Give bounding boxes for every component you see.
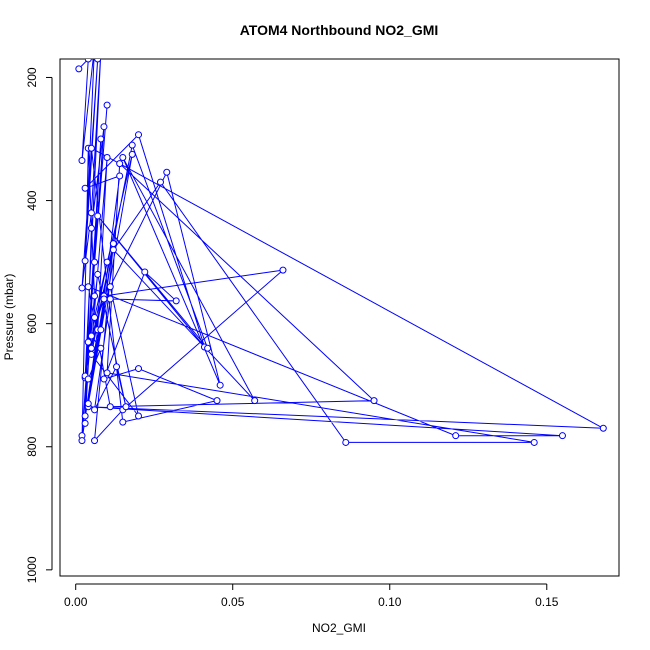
data-point bbox=[135, 365, 143, 373]
data-point bbox=[87, 350, 95, 358]
data-point bbox=[81, 257, 89, 265]
data-point bbox=[81, 419, 89, 427]
data-point bbox=[103, 369, 111, 377]
data-point bbox=[135, 131, 143, 139]
data-point bbox=[87, 332, 95, 340]
data-point bbox=[97, 135, 105, 143]
data-point bbox=[122, 403, 130, 411]
data-point bbox=[251, 397, 259, 405]
data-point bbox=[91, 292, 99, 300]
data-point bbox=[97, 326, 105, 334]
chart-title: ATOM4 Northbound NO2_GMI bbox=[240, 22, 439, 38]
y-axis-label: Pressure (mbar) bbox=[2, 274, 16, 361]
data-point bbox=[172, 297, 180, 305]
data-point bbox=[84, 59, 92, 63]
series-line bbox=[78, 59, 604, 443]
x-axis: 0.00 0.05 0.10 0.15 bbox=[64, 583, 559, 609]
data-point bbox=[530, 438, 538, 446]
data-point bbox=[103, 258, 111, 266]
data-point bbox=[216, 381, 224, 389]
data-point bbox=[81, 412, 89, 420]
data-point bbox=[87, 344, 95, 352]
data-point bbox=[84, 338, 92, 346]
x-tick-label: 0.00 bbox=[64, 595, 88, 609]
data-point bbox=[84, 283, 92, 291]
data-point bbox=[558, 432, 566, 440]
y-tick-label: 800 bbox=[25, 436, 39, 456]
data-point bbox=[97, 344, 105, 352]
data-point bbox=[109, 246, 117, 254]
data-point bbox=[91, 258, 99, 266]
data-point bbox=[113, 363, 121, 371]
data-point bbox=[156, 178, 164, 186]
data-point bbox=[213, 397, 221, 405]
data-point bbox=[94, 59, 102, 63]
data-point bbox=[78, 157, 86, 165]
series-layer bbox=[75, 44, 607, 446]
data-point bbox=[370, 397, 378, 405]
x-tick-label: 0.10 bbox=[378, 595, 402, 609]
y-axis: 200 400 600 800 1000 bbox=[25, 67, 53, 583]
data-point bbox=[91, 437, 99, 445]
data-point bbox=[106, 283, 114, 291]
data-point bbox=[204, 344, 212, 352]
data-point bbox=[87, 144, 95, 152]
data-point bbox=[119, 418, 127, 426]
data-point bbox=[87, 209, 95, 217]
data-point bbox=[100, 295, 108, 303]
data-point bbox=[87, 224, 95, 232]
y-tick-label: 200 bbox=[25, 67, 39, 87]
data-point bbox=[78, 284, 86, 292]
data-point bbox=[103, 101, 111, 109]
data-point bbox=[342, 438, 350, 446]
data-point bbox=[94, 270, 102, 278]
data-point bbox=[116, 160, 124, 168]
data-point bbox=[75, 65, 83, 73]
data-point bbox=[91, 314, 99, 321]
data-point bbox=[106, 295, 114, 303]
data-point bbox=[119, 153, 127, 161]
data-point bbox=[103, 153, 111, 161]
data-point bbox=[135, 412, 143, 420]
data-point bbox=[128, 141, 136, 149]
plot-frame bbox=[59, 58, 620, 577]
data-point bbox=[452, 432, 460, 440]
data-point bbox=[116, 172, 124, 180]
data-point bbox=[81, 184, 89, 192]
x-tick-label: 0.05 bbox=[221, 595, 245, 609]
data-point bbox=[599, 424, 607, 432]
data-point bbox=[91, 406, 99, 414]
data-point bbox=[128, 150, 136, 158]
x-tick-label: 0.15 bbox=[535, 595, 559, 609]
data-point bbox=[106, 403, 114, 411]
data-point bbox=[92, 44, 98, 50]
data-point bbox=[141, 268, 149, 276]
data-point bbox=[279, 266, 287, 274]
data-point bbox=[78, 437, 86, 445]
y-tick-label: 1000 bbox=[25, 556, 39, 583]
data-point bbox=[98, 50, 104, 56]
data-point bbox=[109, 240, 117, 248]
data-point bbox=[94, 212, 102, 220]
y-tick-label: 400 bbox=[25, 190, 39, 210]
data-point bbox=[163, 168, 171, 176]
y-tick-label: 600 bbox=[25, 313, 39, 333]
data-point bbox=[100, 375, 108, 383]
x-axis-label: NO2_GMI bbox=[312, 621, 366, 635]
data-point bbox=[100, 123, 108, 131]
data-point bbox=[84, 375, 92, 383]
data-point bbox=[84, 400, 92, 408]
